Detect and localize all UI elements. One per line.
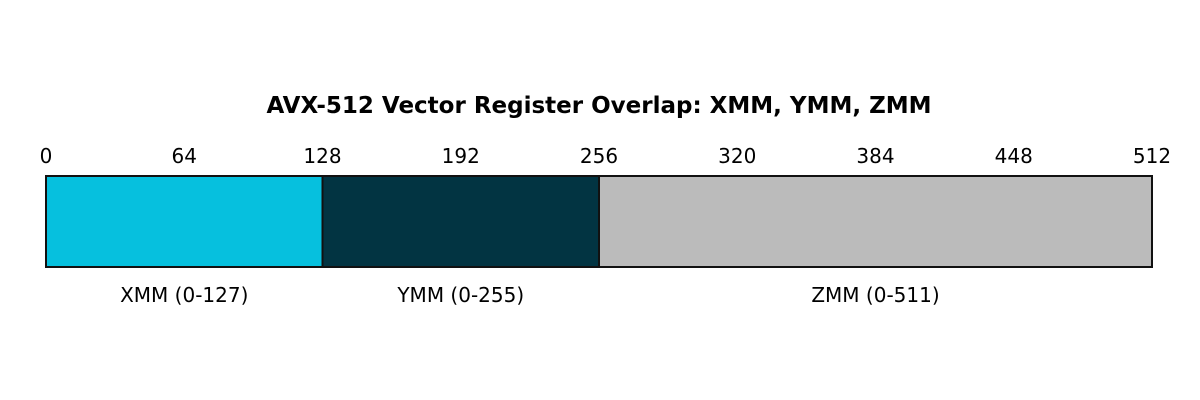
xmm-segment bbox=[45, 175, 324, 268]
tick-label-256: 256 bbox=[580, 144, 618, 168]
zmm-label: ZMM (0-511) bbox=[811, 283, 939, 307]
register-bar-outline bbox=[45, 175, 1153, 268]
register-segments bbox=[45, 175, 1153, 268]
tick-label-64: 64 bbox=[172, 144, 197, 168]
xmm-label: XMM (0-127) bbox=[120, 283, 248, 307]
ymm-label: YMM (0-255) bbox=[396, 283, 524, 307]
tick-label-192: 192 bbox=[442, 144, 480, 168]
tick-label-320: 320 bbox=[718, 144, 756, 168]
tick-label-512: 512 bbox=[1133, 144, 1171, 168]
segment-labels: XMM (0-127) YMM (0-255) ZMM (0-511) bbox=[120, 283, 940, 307]
tick-label-128: 128 bbox=[303, 144, 341, 168]
tick-label-384: 384 bbox=[856, 144, 894, 168]
diagram-title: AVX-512 Vector Register Overlap: XMM, YM… bbox=[266, 93, 931, 119]
tick-label-0: 0 bbox=[40, 144, 53, 168]
scale-ticks: 0 64 128 192 256 320 384 448 512 bbox=[40, 144, 1171, 168]
ymm-segment bbox=[321, 175, 600, 268]
tick-label-448: 448 bbox=[995, 144, 1033, 168]
zmm-segment bbox=[598, 175, 1153, 268]
